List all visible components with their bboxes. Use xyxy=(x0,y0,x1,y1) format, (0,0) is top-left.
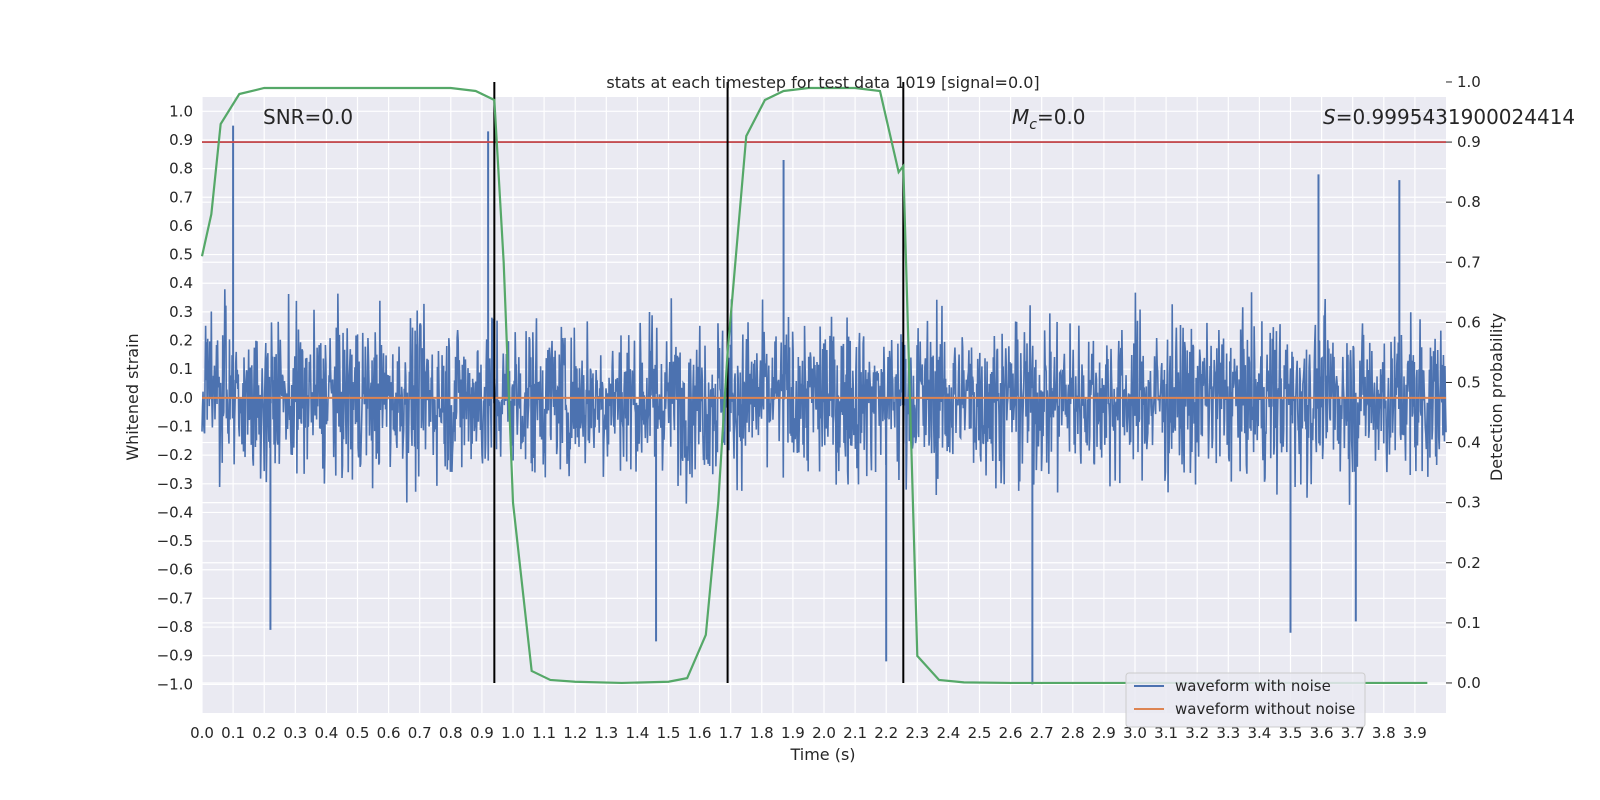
chirp-mass-symbol: M xyxy=(1012,105,1029,129)
y-tick-label: 0.7 xyxy=(169,188,193,206)
x-tick-label: 1.0 xyxy=(501,724,525,742)
x-tick-label: 3.8 xyxy=(1372,724,1396,742)
x-tick-label: 1.4 xyxy=(625,724,649,742)
y-tick-label: −1.0 xyxy=(157,675,193,693)
y-tick-label: 0.2 xyxy=(169,332,193,350)
x-tick-label: 1.2 xyxy=(563,724,587,742)
score-annotation: S=0.9995431900024414 xyxy=(1323,105,1575,129)
x-tick-label: 1.9 xyxy=(781,724,805,742)
x-tick-label: 0.3 xyxy=(283,724,307,742)
x-tick-label: 0.0 xyxy=(190,724,214,742)
y-tick-label: −0.3 xyxy=(157,475,193,493)
y2-tick-label: 0.7 xyxy=(1457,253,1481,271)
x-tick-label: 1.7 xyxy=(719,724,743,742)
y-tick-label: 1.0 xyxy=(169,102,193,120)
x-axis-ticks: 0.0 0.1 0.2 0.3 0.4 0.5 0.6 0.7 0.8 0.9 1.0 1.1 1.2 1… xyxy=(190,724,1427,742)
x-tick-label: 0.1 xyxy=(221,724,245,742)
score-symbol: S xyxy=(1323,105,1336,129)
y2-tick-label: 0.2 xyxy=(1457,554,1481,572)
x-tick-label: 3.0 xyxy=(1123,724,1147,742)
x-tick-label: 2.2 xyxy=(874,724,898,742)
chirp-mass-value: =0.0 xyxy=(1037,105,1086,129)
x-tick-label: 1.3 xyxy=(594,724,618,742)
y-tick-label: −0.9 xyxy=(157,647,193,665)
y2-axis-label: Detection probability xyxy=(1487,313,1506,481)
y2-tick-label: 0.8 xyxy=(1457,193,1481,211)
y2-tick-label: 1.0 xyxy=(1457,73,1481,91)
y-tick-label: 0.1 xyxy=(169,360,193,378)
overlay-lines xyxy=(200,81,1446,685)
x-tick-label: 3.1 xyxy=(1154,724,1178,742)
x-tick-label: 2.0 xyxy=(812,724,836,742)
y-tick-label: 0.8 xyxy=(169,160,193,178)
y-tick-label: 0.4 xyxy=(169,274,193,292)
x-tick-label: 2.8 xyxy=(1061,724,1085,742)
chirp-mass-annotation: Mc=0.0 xyxy=(1012,105,1086,133)
x-tick-label: 3.6 xyxy=(1310,724,1334,742)
y-tick-label: −0.8 xyxy=(157,618,193,636)
score-value: =0.9995431900024414 xyxy=(1336,105,1575,129)
x-tick-label: 0.5 xyxy=(346,724,370,742)
y2-tick-label: 0.5 xyxy=(1457,373,1481,391)
y2-tick-label: 0.4 xyxy=(1457,434,1481,452)
x-tick-label: 1.8 xyxy=(750,724,774,742)
x-tick-label: 2.6 xyxy=(999,724,1023,742)
y-tick-label: 0.3 xyxy=(169,303,193,321)
y-tick-label: 0.0 xyxy=(169,389,193,407)
chirp-mass-subscript: c xyxy=(1029,117,1037,133)
y2-axis-ticks: 1.0 0.9 0.8 0.7 0.6 0.5 0.4 0.3 0.2 0.1 0.0 xyxy=(1446,73,1481,692)
legend-label-clean: waveform without noise xyxy=(1175,700,1355,718)
x-tick-label: 3.2 xyxy=(1185,724,1209,742)
detection-probability-line xyxy=(200,86,1428,685)
y2-tick-label: 0.0 xyxy=(1457,674,1481,692)
y-tick-label: −0.2 xyxy=(157,446,193,464)
x-tick-label: 0.8 xyxy=(439,724,463,742)
noise-waveform-path xyxy=(201,289,1447,505)
x-tick-label: 3.4 xyxy=(1247,724,1271,742)
x-tick-label: 2.1 xyxy=(843,724,867,742)
noise-waveform xyxy=(201,125,1447,685)
y2-tick-label: 0.3 xyxy=(1457,494,1481,512)
x-tick-label: 2.4 xyxy=(936,724,960,742)
y-tick-label: 0.5 xyxy=(169,246,193,264)
x-tick-label: 3.9 xyxy=(1403,724,1427,742)
x-tick-label: 2.9 xyxy=(1092,724,1116,742)
x-tick-label: 0.2 xyxy=(252,724,276,742)
legend-label-noise: waveform with noise xyxy=(1175,677,1331,695)
y2-tick-label: 0.9 xyxy=(1457,133,1481,151)
x-tick-label: 1.6 xyxy=(688,724,712,742)
y-tick-label: −0.4 xyxy=(157,503,193,521)
x-tick-label: 0.7 xyxy=(408,724,432,742)
x-tick-label: 2.7 xyxy=(1030,724,1054,742)
y-tick-label: −0.5 xyxy=(157,532,193,550)
x-tick-label: 0.6 xyxy=(377,724,401,742)
y-axis-label: Whitened strain xyxy=(123,333,142,460)
y-tick-label: −0.6 xyxy=(157,561,193,579)
y2-tick-label: 0.1 xyxy=(1457,614,1481,632)
snr-annotation: SNR=0.0 xyxy=(263,105,353,129)
y-tick-label: 0.6 xyxy=(169,217,193,235)
x-tick-label: 2.5 xyxy=(968,724,992,742)
chart-title: stats at each timestep for test data 101… xyxy=(606,73,1039,92)
x-tick-label: 0.9 xyxy=(470,724,494,742)
x-tick-label: 3.7 xyxy=(1341,724,1365,742)
x-tick-label: 3.5 xyxy=(1279,724,1303,742)
y-tick-label: −0.7 xyxy=(157,589,193,607)
legend-box xyxy=(1125,672,1366,728)
y-axis-ticks: 1.0 0.9 0.8 0.7 0.6 0.5 0.4 0.3 0.2 0.1 0.0 −0.1 −0.… xyxy=(157,102,193,693)
y-tick-label: 0.9 xyxy=(169,131,193,149)
legend: waveform with noise waveform without noi… xyxy=(1125,672,1366,728)
x-tick-label: 3.3 xyxy=(1216,724,1240,742)
x-tick-label: 1.5 xyxy=(657,724,681,742)
y2-tick-label: 0.6 xyxy=(1457,313,1481,331)
y-tick-label: −0.1 xyxy=(157,417,193,435)
x-tick-label: 1.1 xyxy=(532,724,556,742)
x-tick-label: 2.3 xyxy=(905,724,929,742)
x-tick-label: 0.4 xyxy=(314,724,338,742)
x-axis-label: Time (s) xyxy=(789,745,855,764)
